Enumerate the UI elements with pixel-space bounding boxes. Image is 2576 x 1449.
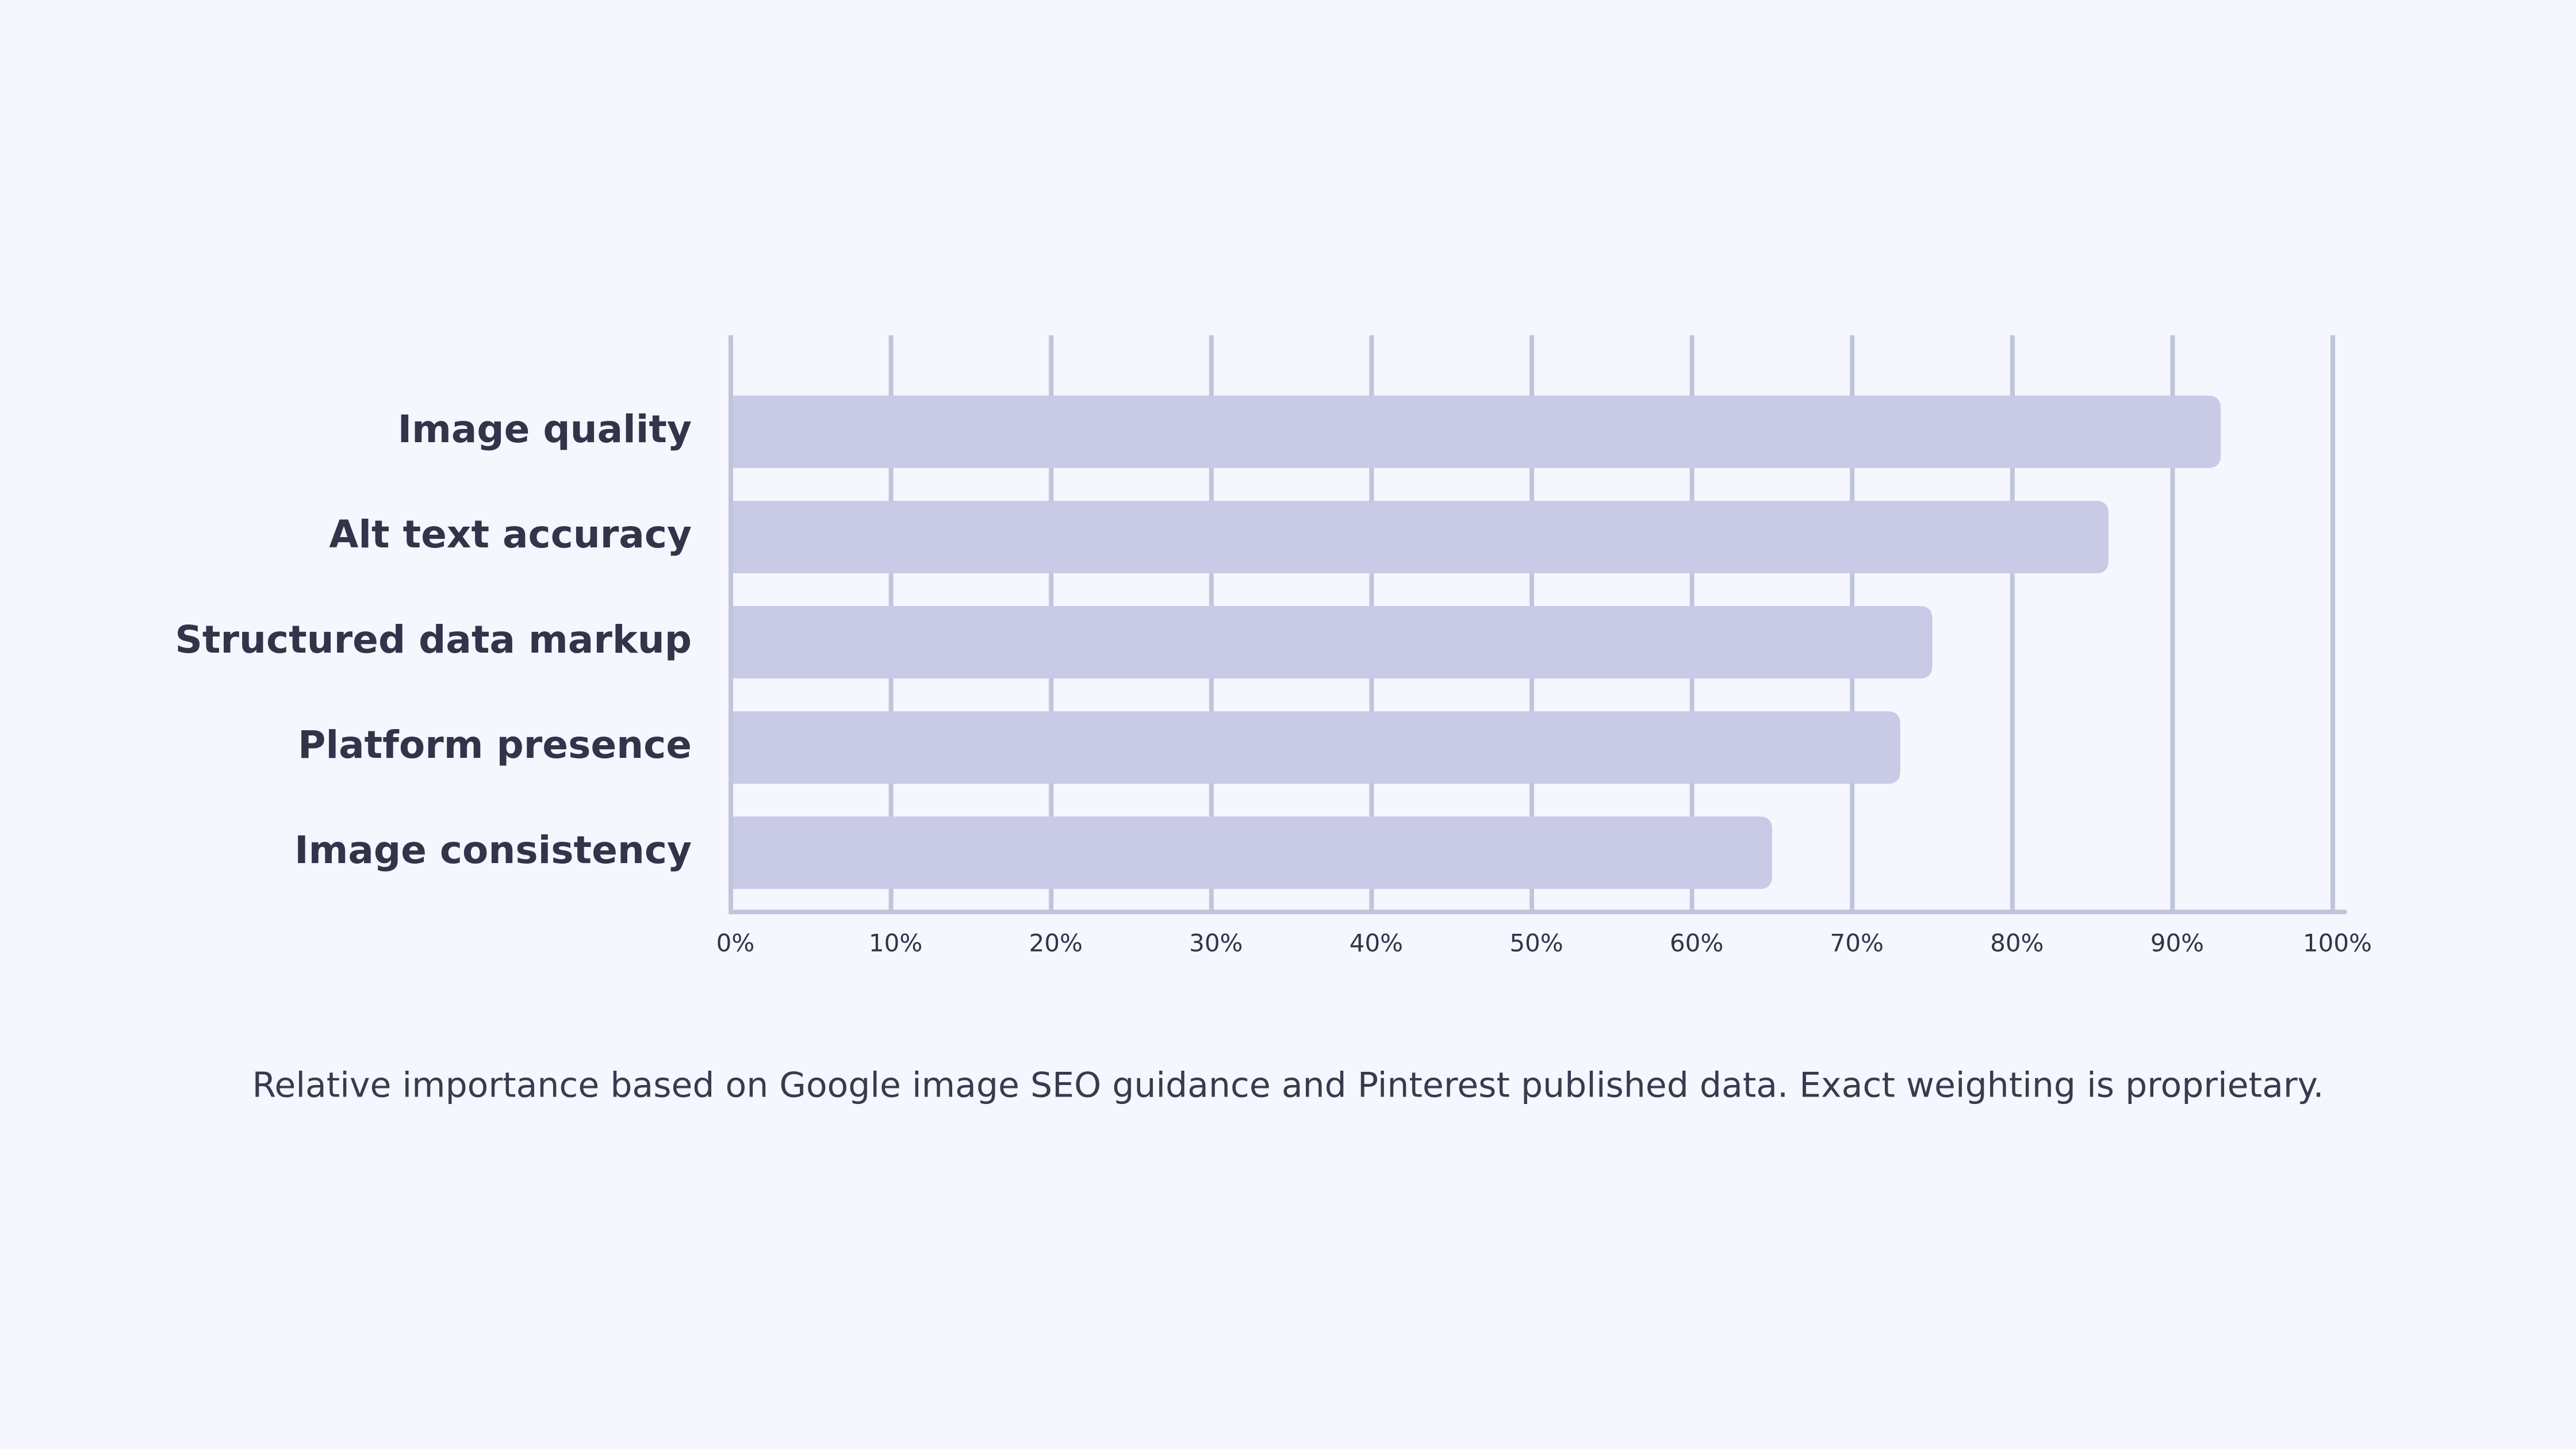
y-tick-label: Image quality bbox=[398, 407, 692, 451]
x-tick-label: 30% bbox=[1189, 929, 1243, 957]
x-tick-label: 100% bbox=[2303, 929, 2372, 957]
x-tick-label: 20% bbox=[1029, 929, 1083, 957]
bar bbox=[731, 816, 1772, 889]
x-tick-label: 50% bbox=[1509, 929, 1563, 957]
x-tick-label: 90% bbox=[2150, 929, 2204, 957]
x-tick-label: 70% bbox=[1830, 929, 1884, 957]
caption: Relative importance based on Google imag… bbox=[252, 1065, 2324, 1106]
y-tick-label: Image consistency bbox=[294, 828, 692, 872]
x-tick-label: 0% bbox=[716, 929, 755, 957]
x-tick-label: 80% bbox=[1990, 929, 2044, 957]
bar bbox=[731, 606, 1933, 678]
y-tick-label: Structured data markup bbox=[175, 618, 692, 662]
y-tick-label: Alt text accuracy bbox=[329, 512, 692, 557]
bar bbox=[731, 396, 2221, 468]
x-tick-label: 60% bbox=[1670, 929, 1723, 957]
x-tick-label: 10% bbox=[869, 929, 922, 957]
bar bbox=[731, 711, 1900, 784]
bar bbox=[731, 501, 2109, 573]
x-tick-label: 40% bbox=[1350, 929, 1403, 957]
y-tick-label: Platform presence bbox=[298, 723, 692, 767]
